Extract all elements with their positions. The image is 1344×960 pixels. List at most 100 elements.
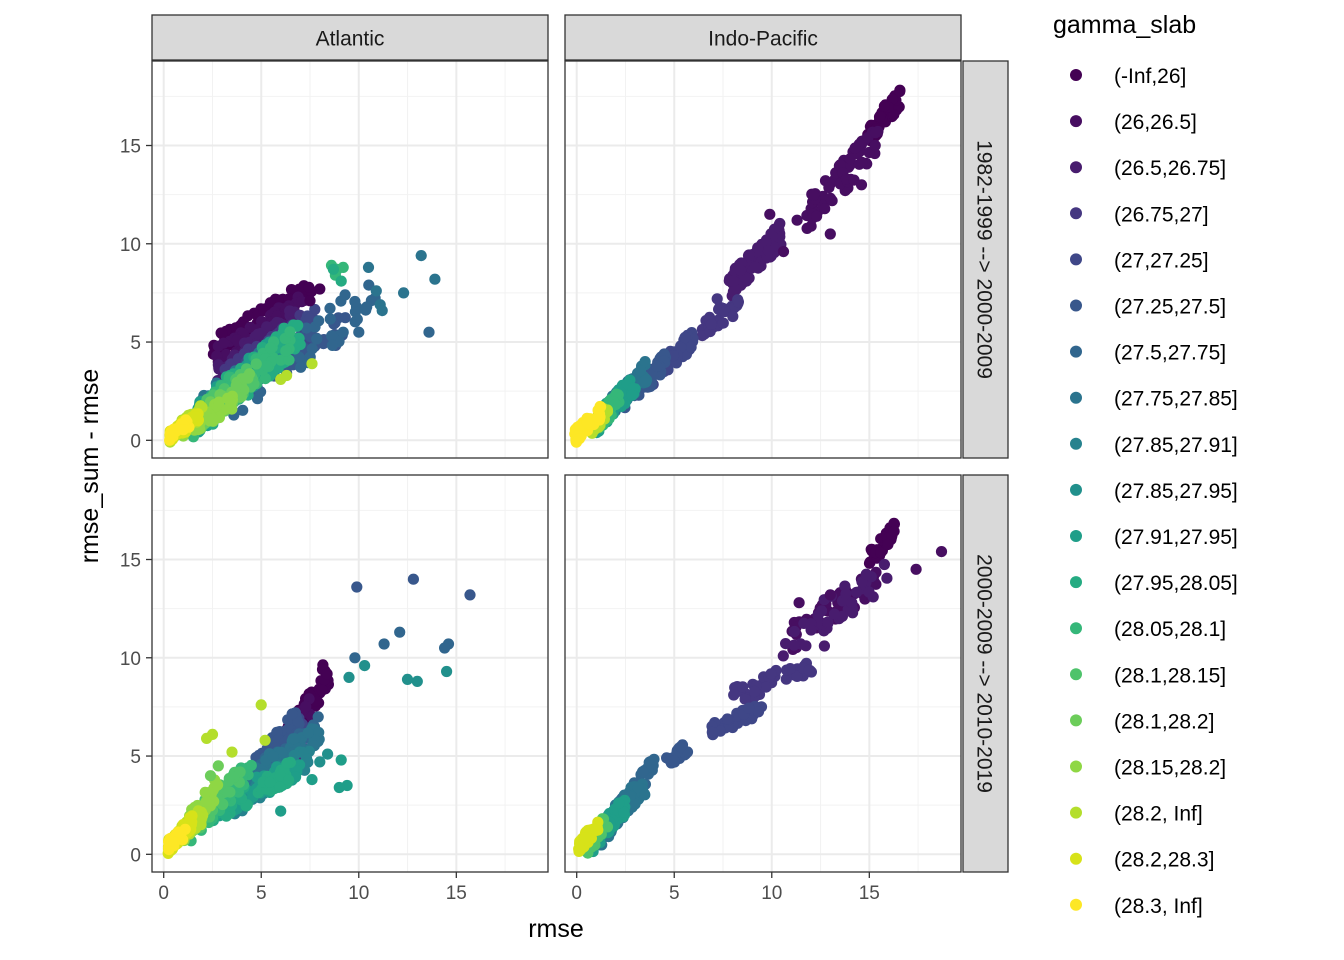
data-point <box>213 396 225 408</box>
data-point <box>730 283 742 296</box>
data-point <box>788 639 800 651</box>
data-point <box>812 609 824 622</box>
data-point <box>326 330 338 342</box>
data-point <box>394 626 406 638</box>
data-point <box>322 748 334 760</box>
data-point <box>275 805 287 817</box>
data-point <box>824 589 836 601</box>
data-point <box>822 616 834 628</box>
legend-key <box>1070 898 1082 911</box>
data-point <box>717 317 729 329</box>
data-point <box>306 343 318 355</box>
data-point <box>349 295 361 308</box>
data-point <box>284 326 296 338</box>
data-point <box>295 361 307 373</box>
data-point <box>675 741 687 753</box>
legend-label: (26.75,27] <box>1114 203 1209 226</box>
x-tick-label: 15 <box>859 883 880 904</box>
data-point <box>401 673 414 686</box>
data-point <box>888 525 900 537</box>
data-point <box>370 285 382 297</box>
data-point <box>255 327 267 339</box>
data-point <box>846 597 858 609</box>
data-point <box>326 339 338 351</box>
data-point <box>226 746 238 758</box>
data-point <box>590 824 602 837</box>
data-point <box>637 766 649 778</box>
legend-key <box>1070 576 1082 589</box>
legend-label: (28.3, Inf] <box>1114 895 1203 918</box>
legend-key <box>1070 345 1082 358</box>
panel-border <box>564 474 962 873</box>
x-axis-title: rmse <box>528 915 584 943</box>
data-point <box>255 699 267 711</box>
data-point <box>875 547 887 559</box>
data-point <box>222 392 234 404</box>
data-point <box>259 734 271 746</box>
data-point <box>286 708 298 720</box>
data-point <box>824 228 836 240</box>
data-point <box>888 517 900 529</box>
data-point <box>878 558 891 571</box>
data-point <box>743 702 755 714</box>
data-point <box>743 249 755 261</box>
data-point <box>818 640 831 652</box>
data-point <box>212 779 224 791</box>
data-point <box>281 369 293 382</box>
legend: gamma_slab (-Inf,26] (26,26.5] (26.5,26.75… <box>1053 11 1238 918</box>
data-point <box>856 156 868 168</box>
column-strip <box>564 14 962 61</box>
data-point <box>190 411 202 423</box>
x-tick-label: 5 <box>669 883 680 904</box>
data-point <box>309 303 321 316</box>
data-point <box>639 356 651 368</box>
data-point <box>784 663 796 675</box>
data-point <box>791 214 803 226</box>
column-strip-label: Indo-Pacific <box>708 28 818 51</box>
row-strip-label: 1982-1999 --> 2000-2009 <box>973 140 996 379</box>
data-point <box>415 250 427 262</box>
x-tick-label: 10 <box>348 883 369 904</box>
data-point <box>844 153 856 165</box>
data-point <box>711 293 723 305</box>
data-point <box>361 301 373 313</box>
data-point <box>882 538 894 551</box>
data-point <box>685 341 697 353</box>
data-point <box>314 283 326 295</box>
legend-label: (28.2,28.3] <box>1114 849 1214 872</box>
data-point <box>304 295 316 307</box>
data-point <box>791 670 803 683</box>
data-point <box>289 733 301 745</box>
data-point <box>752 706 765 718</box>
data-point <box>166 835 178 847</box>
data-point <box>378 638 390 650</box>
data-point <box>300 322 312 334</box>
data-point <box>283 774 295 786</box>
data-point <box>869 139 881 152</box>
data-point <box>275 354 287 366</box>
data-point <box>351 313 363 325</box>
data-point <box>274 781 286 793</box>
data-point <box>177 424 189 436</box>
data-point <box>312 711 324 723</box>
data-point <box>574 844 587 856</box>
data-point <box>823 182 835 194</box>
y-tick-label: 15 <box>120 551 141 572</box>
data-point <box>324 302 336 314</box>
data-point <box>327 263 339 275</box>
legend-key <box>1070 69 1082 81</box>
data-point <box>304 313 316 325</box>
data-point <box>202 412 214 425</box>
legend-label: (28.2, Inf] <box>1114 803 1203 826</box>
legend-key <box>1070 207 1082 220</box>
legend-label: (28.1,28.15] <box>1114 664 1226 687</box>
data-point <box>324 313 336 325</box>
data-point <box>728 689 740 701</box>
legend-key <box>1070 668 1082 681</box>
data-point <box>240 372 253 384</box>
data-point <box>275 746 288 759</box>
data-point <box>760 681 772 693</box>
data-point <box>302 727 314 739</box>
data-point <box>351 581 363 593</box>
